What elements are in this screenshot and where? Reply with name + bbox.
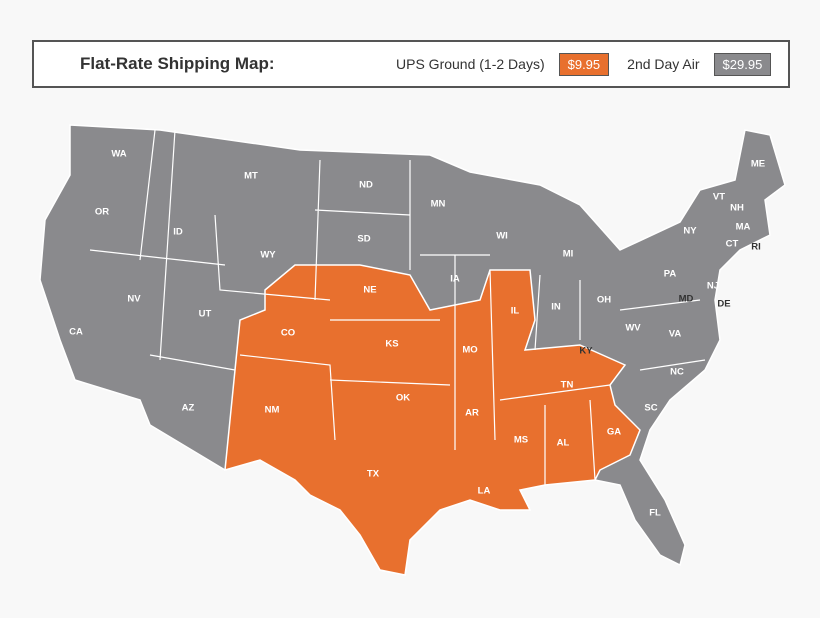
state-label: CO (281, 328, 295, 339)
state-label: VA (669, 329, 682, 340)
state-label: WY (260, 250, 276, 261)
state-label: NV (127, 294, 141, 305)
legend: UPS Ground (1-2 Days) $9.95 2nd Day Air $29… (378, 52, 772, 76)
state-label: AR (465, 408, 479, 419)
state-label: AL (557, 438, 570, 449)
state-label: TN (561, 380, 574, 391)
state-label: RI (751, 242, 761, 253)
state-label: WI (496, 231, 508, 242)
state-borders (89, 129, 706, 485)
state-label: ID (173, 227, 183, 238)
state-label: SD (357, 234, 370, 245)
state-label: MN (431, 199, 446, 210)
state-label: KS (385, 339, 398, 350)
state-label: NM (265, 405, 280, 416)
legend-price: $29.95 (713, 52, 772, 76)
state-label: WA (111, 149, 126, 160)
legend-label: UPS Ground (1-2 Days) (396, 56, 545, 72)
state-label: NJ (707, 281, 719, 292)
state-label: FL (649, 508, 661, 519)
state-label: NC (670, 367, 684, 378)
legend-bar: Flat-Rate Shipping Map: UPS Ground (1-2 … (32, 40, 790, 88)
legend-price: $9.95 (558, 52, 610, 76)
state-label: NY (683, 226, 697, 237)
state-label: PA (664, 269, 677, 280)
state-label: NE (363, 285, 376, 296)
state-label: ME (751, 159, 765, 170)
state-label: MA (736, 222, 751, 233)
state-label: IA (450, 274, 460, 285)
state-label: IN (551, 302, 561, 313)
state-label: MS (514, 435, 528, 446)
state-label: GA (607, 427, 621, 438)
state-label: MD (679, 294, 694, 305)
state-label: ND (359, 180, 373, 191)
state-label: SC (644, 403, 657, 414)
state-label: VT (713, 192, 725, 203)
state-label: NH (730, 203, 744, 214)
state-label: LA (478, 486, 491, 497)
state-label: CA (69, 327, 83, 338)
state-label: UT (199, 309, 212, 320)
state-label: KY (579, 346, 593, 357)
legend-label: 2nd Day Air (627, 56, 700, 72)
state-label: MT (244, 171, 258, 182)
title: Flat-Rate Shipping Map: (80, 54, 275, 73)
state-label: OK (396, 393, 410, 404)
state-label: AZ (182, 403, 195, 414)
state-label: TX (367, 469, 380, 480)
state-label: CT (726, 239, 739, 250)
state-label: WV (625, 323, 641, 334)
state-label: MO (462, 345, 477, 356)
state-label: MI (563, 249, 574, 260)
state-label: DE (717, 299, 730, 310)
state-label: OR (95, 207, 109, 218)
state-label: OH (597, 295, 611, 306)
state-label: IL (511, 306, 520, 317)
